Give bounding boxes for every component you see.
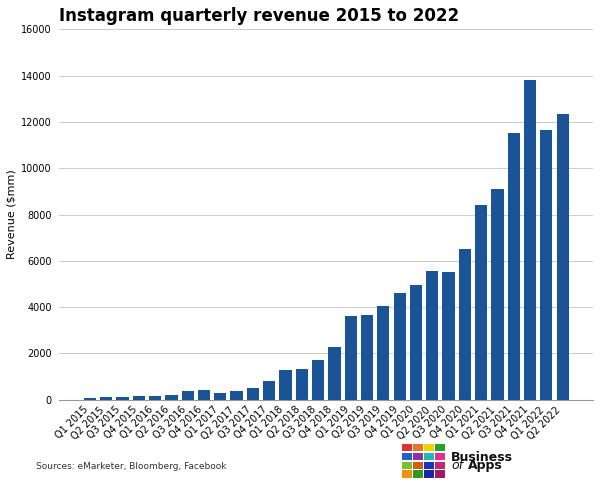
- Bar: [214, 393, 226, 400]
- Bar: [540, 130, 553, 400]
- Bar: [394, 293, 406, 400]
- Bar: [182, 391, 194, 400]
- Bar: [133, 396, 145, 400]
- Bar: [491, 189, 503, 400]
- Bar: [165, 395, 178, 400]
- Text: Business: Business: [451, 451, 513, 464]
- Bar: [426, 271, 439, 400]
- Bar: [442, 272, 455, 400]
- Bar: [508, 134, 520, 400]
- Bar: [312, 361, 324, 400]
- Bar: [361, 315, 373, 400]
- Text: Sources: eMarketer, Bloomberg, Facebook: Sources: eMarketer, Bloomberg, Facebook: [36, 462, 227, 471]
- Bar: [557, 114, 569, 400]
- Bar: [100, 397, 112, 400]
- Bar: [84, 398, 96, 400]
- Bar: [377, 306, 389, 400]
- Bar: [116, 398, 128, 400]
- Bar: [247, 388, 259, 400]
- Bar: [296, 369, 308, 400]
- Bar: [230, 391, 243, 400]
- Y-axis label: Revenue ($mm): Revenue ($mm): [7, 170, 17, 259]
- Bar: [459, 249, 471, 400]
- Text: Instagram quarterly revenue 2015 to 2022: Instagram quarterly revenue 2015 to 2022: [59, 7, 460, 25]
- Bar: [344, 316, 357, 400]
- Text: Apps: Apps: [468, 459, 503, 471]
- Bar: [410, 285, 422, 400]
- Bar: [328, 347, 341, 400]
- Text: of: of: [451, 459, 463, 471]
- Bar: [475, 205, 487, 400]
- Bar: [149, 396, 161, 400]
- Bar: [524, 80, 536, 400]
- Bar: [198, 389, 210, 400]
- Bar: [280, 370, 292, 400]
- Bar: [263, 381, 275, 400]
